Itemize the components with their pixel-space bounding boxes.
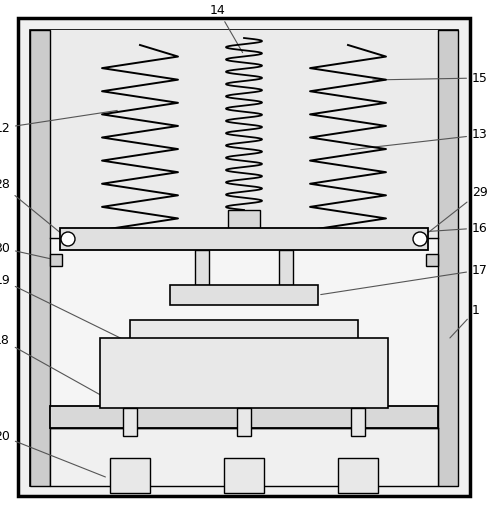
Bar <box>438 30 458 486</box>
Text: 13: 13 <box>351 128 488 150</box>
Text: 12: 12 <box>0 110 117 135</box>
Circle shape <box>61 232 75 246</box>
Bar <box>237 408 251 436</box>
Bar <box>60 228 428 250</box>
Text: 30: 30 <box>0 241 53 260</box>
Bar <box>351 408 365 436</box>
Circle shape <box>413 232 427 246</box>
Bar <box>279 250 293 285</box>
Text: 15: 15 <box>373 72 488 85</box>
Bar <box>30 30 458 486</box>
Bar <box>228 210 260 230</box>
Bar <box>50 406 438 428</box>
Text: 28: 28 <box>0 179 66 237</box>
Bar <box>110 458 150 493</box>
Text: 19: 19 <box>0 273 153 354</box>
Bar <box>224 458 264 493</box>
Text: 14: 14 <box>210 4 243 53</box>
Bar <box>123 408 137 436</box>
Text: 17: 17 <box>321 264 488 295</box>
Bar <box>170 285 318 305</box>
Bar <box>338 458 378 493</box>
Text: 16: 16 <box>393 221 488 234</box>
Bar <box>130 320 358 340</box>
Bar <box>50 428 438 486</box>
Bar <box>195 250 209 285</box>
Text: 1: 1 <box>450 303 480 338</box>
Bar <box>50 254 62 266</box>
Text: 29: 29 <box>422 185 488 237</box>
Bar <box>426 254 438 266</box>
Text: 18: 18 <box>0 333 138 416</box>
Bar <box>50 30 438 240</box>
Bar <box>100 338 388 408</box>
Bar <box>30 30 50 486</box>
Text: 20: 20 <box>0 429 105 477</box>
